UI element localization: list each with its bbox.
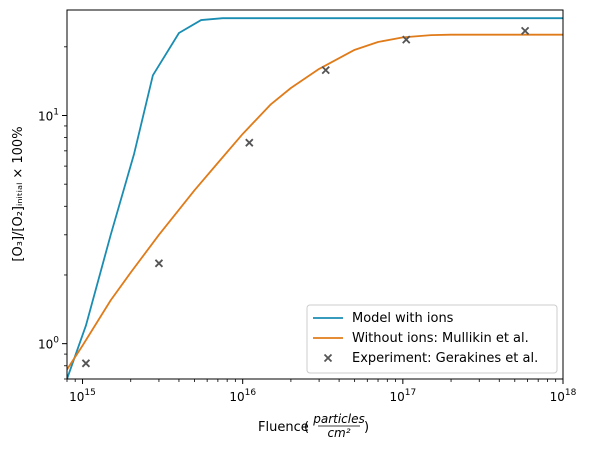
experiment-point	[520, 26, 530, 35]
y-axis-label: [O₃]/[O₂]ᵢₙᵢₜᵢₐₗ × 100%	[11, 126, 26, 261]
legend-swatch-experiment	[323, 353, 333, 363]
x-tick-label: 1017	[389, 388, 416, 404]
experiment-point	[321, 66, 330, 75]
experiment-point	[154, 259, 164, 268]
legend-label-experiment: Experiment: Gerakines et al.	[352, 351, 538, 366]
legend-label-model-with-ions: Model with ions	[352, 311, 454, 326]
experiment-point	[245, 138, 254, 147]
plot-frame	[66, 9, 564, 380]
experiment-point	[402, 35, 411, 44]
x-axis-label: Fluence ( particles cm² )	[258, 412, 369, 440]
y-tick-label: 100	[38, 336, 59, 352]
series-line-0	[67, 17, 563, 379]
x-axis-label-text: Fluence	[258, 420, 309, 435]
legend-label-without-ions: Without ions: Mullikin et al.	[352, 331, 529, 346]
experiment-point	[81, 359, 91, 368]
x-tick-label: 1016	[229, 388, 256, 404]
x-axis-label-unit-numerator: particles	[312, 412, 365, 426]
legend-box	[306, 304, 558, 374]
x-axis-label-open-paren: (	[304, 420, 309, 435]
x-axis-label-unit-denominator: cm²	[327, 426, 350, 440]
x-axis-label-close-paren: )	[364, 420, 369, 435]
series-line-1	[67, 33, 563, 371]
x-tick-label: 1015	[69, 388, 96, 404]
x-tick-label: 1018	[550, 388, 577, 404]
y-tick-label: 101	[38, 107, 59, 123]
legend: Model with ions Without ions: Mullikin e…	[306, 304, 558, 374]
